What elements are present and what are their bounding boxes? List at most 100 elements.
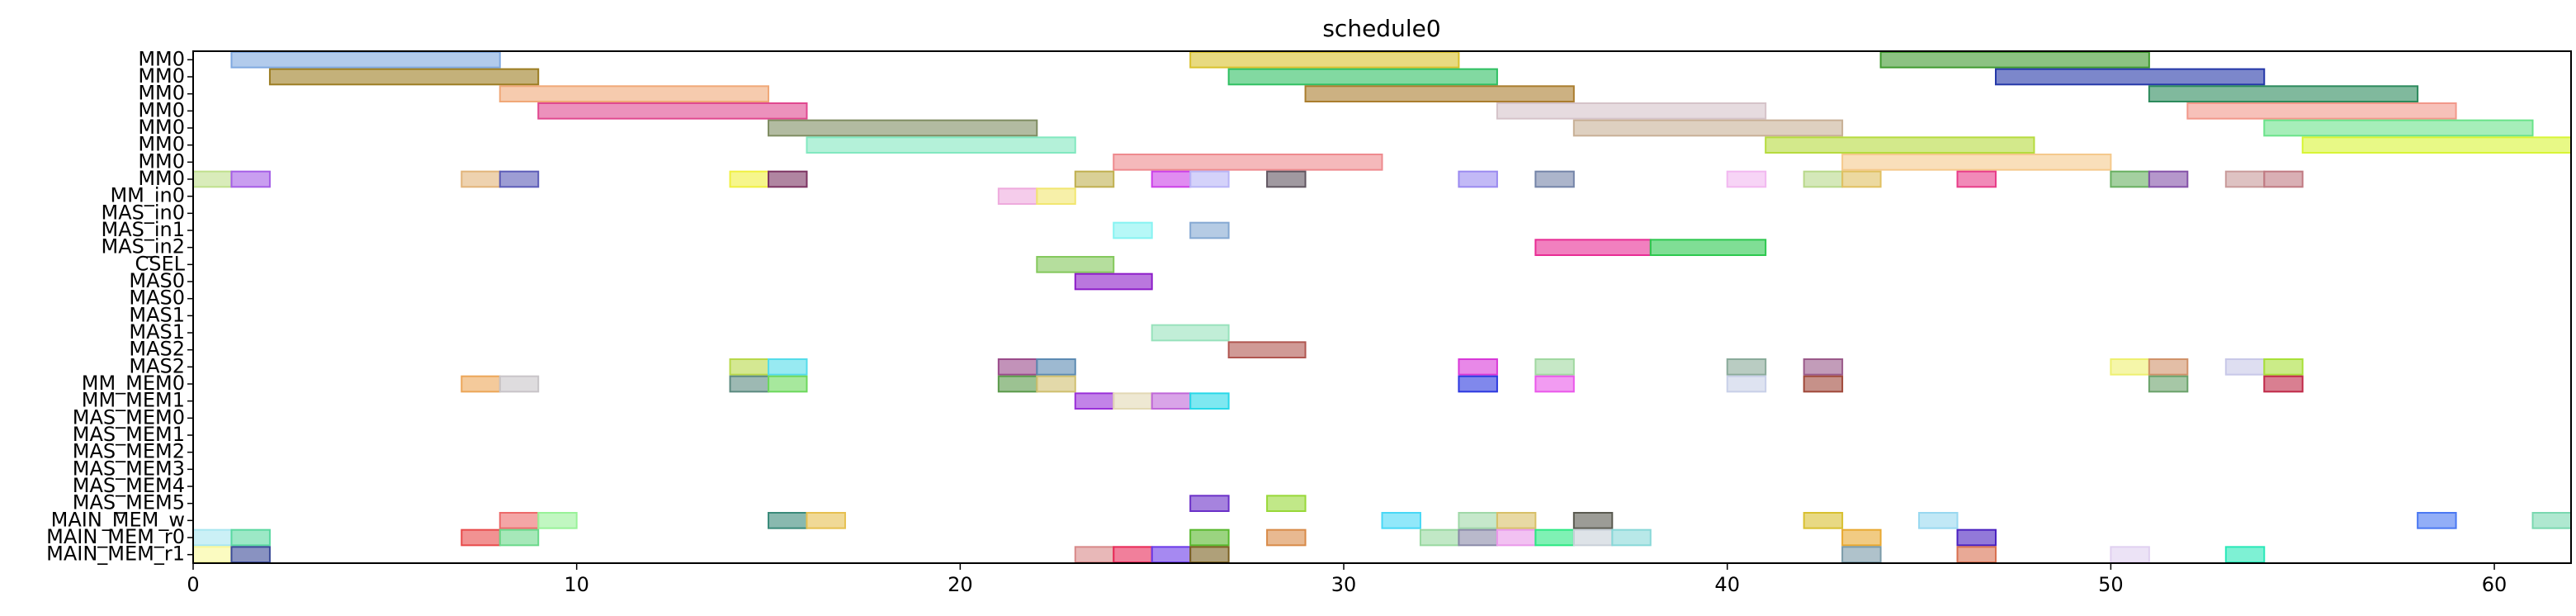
plot-frame xyxy=(192,50,2572,564)
task-bar xyxy=(1572,119,1844,137)
y-tick-label: MM0 xyxy=(138,64,185,88)
task-bar xyxy=(230,528,271,547)
task-bar xyxy=(192,170,233,188)
task-bar xyxy=(997,375,1038,393)
chart-title: schedule0 xyxy=(1322,15,1440,42)
task-bar xyxy=(1803,512,1844,529)
y-tick-label: MAS_in1 xyxy=(101,218,185,241)
task-bar xyxy=(1534,375,1575,393)
task-bar xyxy=(1458,512,1498,529)
task-bar xyxy=(461,528,501,547)
task-bar xyxy=(2224,358,2266,376)
task-bar xyxy=(230,170,271,188)
task-bar xyxy=(461,170,501,188)
task-bar xyxy=(1841,154,2112,171)
task-bar xyxy=(1496,512,1537,529)
task-bar xyxy=(1151,546,1192,563)
y-tick-label: MAS_MEM3 xyxy=(73,457,185,480)
x-tick-label: 50 xyxy=(2098,573,2124,596)
task-bar xyxy=(2148,85,2419,103)
task-bar xyxy=(997,358,1038,376)
task-bar xyxy=(537,102,808,120)
y-tick-label: MM_MEM1 xyxy=(82,389,185,412)
y-tick-label: MAIN_MEM_r0 xyxy=(46,525,185,548)
x-tick-label: 10 xyxy=(564,573,589,596)
y-tick-label: MAS_MEM5 xyxy=(73,491,185,514)
x-tick-label: 30 xyxy=(1331,573,1357,596)
task-bar xyxy=(2110,170,2150,188)
task-bar xyxy=(1879,51,2150,69)
task-bar xyxy=(1151,392,1192,410)
task-bar xyxy=(268,68,540,86)
task-bar xyxy=(768,358,808,376)
task-bar xyxy=(1956,546,1997,563)
task-bar xyxy=(1227,341,1307,359)
y-tick-label: MAS0 xyxy=(129,287,185,310)
task-bar xyxy=(2148,358,2189,376)
task-bar xyxy=(192,546,233,563)
task-bar xyxy=(1266,528,1307,547)
y-tick-label: MM_in0 xyxy=(110,184,185,207)
y-tick-label: MAIN_MEM_w xyxy=(51,508,185,531)
task-bar xyxy=(1036,256,1115,273)
task-bar xyxy=(1189,221,1230,239)
y-tick-label: MAS0 xyxy=(129,269,185,292)
y-tick-label: MM0 xyxy=(138,47,185,70)
task-bar xyxy=(2531,512,2572,529)
y-tick-label: MM_MEM0 xyxy=(82,372,185,395)
task-bar xyxy=(1534,528,1575,547)
x-axis: 0 10 20 30 40 50 60 xyxy=(187,563,2507,596)
y-tick-label: MAS_in2 xyxy=(101,235,185,258)
x-tick-label: 20 xyxy=(948,573,973,596)
task-bar xyxy=(2186,102,2457,120)
bars-group xyxy=(192,51,2573,563)
task-bar xyxy=(2263,119,2534,137)
task-bar xyxy=(1074,272,1153,291)
task-bar xyxy=(1036,375,1076,393)
y-tick-label: MAS_MEM4 xyxy=(73,474,185,497)
task-bar xyxy=(1918,512,1959,529)
task-bar xyxy=(1113,546,1153,563)
task-bar xyxy=(2263,358,2304,376)
task-bar xyxy=(997,187,1038,205)
x-tick-label: 40 xyxy=(1714,573,1740,596)
task-bar xyxy=(2110,358,2150,376)
task-bar xyxy=(1151,170,1192,188)
task-bar xyxy=(1458,170,1498,188)
task-bar xyxy=(499,375,540,393)
task-bar xyxy=(729,170,770,188)
y-tick-label: MM0 xyxy=(138,149,185,173)
task-bar xyxy=(2148,170,2189,188)
task-bar xyxy=(1036,358,1076,376)
task-bar xyxy=(1458,375,1498,393)
y-tick-label: MAS1 xyxy=(129,303,185,326)
task-bar xyxy=(1496,528,1537,547)
y-tick-label: MM0 xyxy=(138,98,185,121)
task-bar xyxy=(1956,170,1997,188)
y-tick-label: MAS_MEM2 xyxy=(73,440,185,463)
task-bar xyxy=(1534,239,1652,257)
task-bar xyxy=(1534,170,1575,188)
task-bar xyxy=(768,170,808,188)
task-bar xyxy=(1113,392,1153,410)
y-axis: MM0MM0MM0MM0MM0MM0MM0MM0MM_in0MAS_in0MAS… xyxy=(46,47,193,566)
task-bar xyxy=(1036,187,1076,205)
task-bar xyxy=(2148,375,2189,393)
task-bar xyxy=(1381,512,1421,529)
y-tick-label: MM0 xyxy=(138,116,185,139)
task-bar xyxy=(1074,170,1115,188)
task-bar xyxy=(768,119,1038,137)
task-bar xyxy=(1841,546,1882,563)
task-bar xyxy=(499,528,540,547)
task-bar xyxy=(1151,324,1230,342)
task-bar xyxy=(1803,375,1844,393)
task-bar xyxy=(1726,170,1767,188)
task-bar xyxy=(1572,528,1614,547)
task-bar xyxy=(1113,221,1153,239)
task-bar xyxy=(768,375,808,393)
task-bar xyxy=(2417,512,2457,529)
task-bar xyxy=(1726,358,1767,376)
task-bar xyxy=(2224,546,2266,563)
y-tick-label: MAIN_MEM_r1 xyxy=(46,543,185,566)
